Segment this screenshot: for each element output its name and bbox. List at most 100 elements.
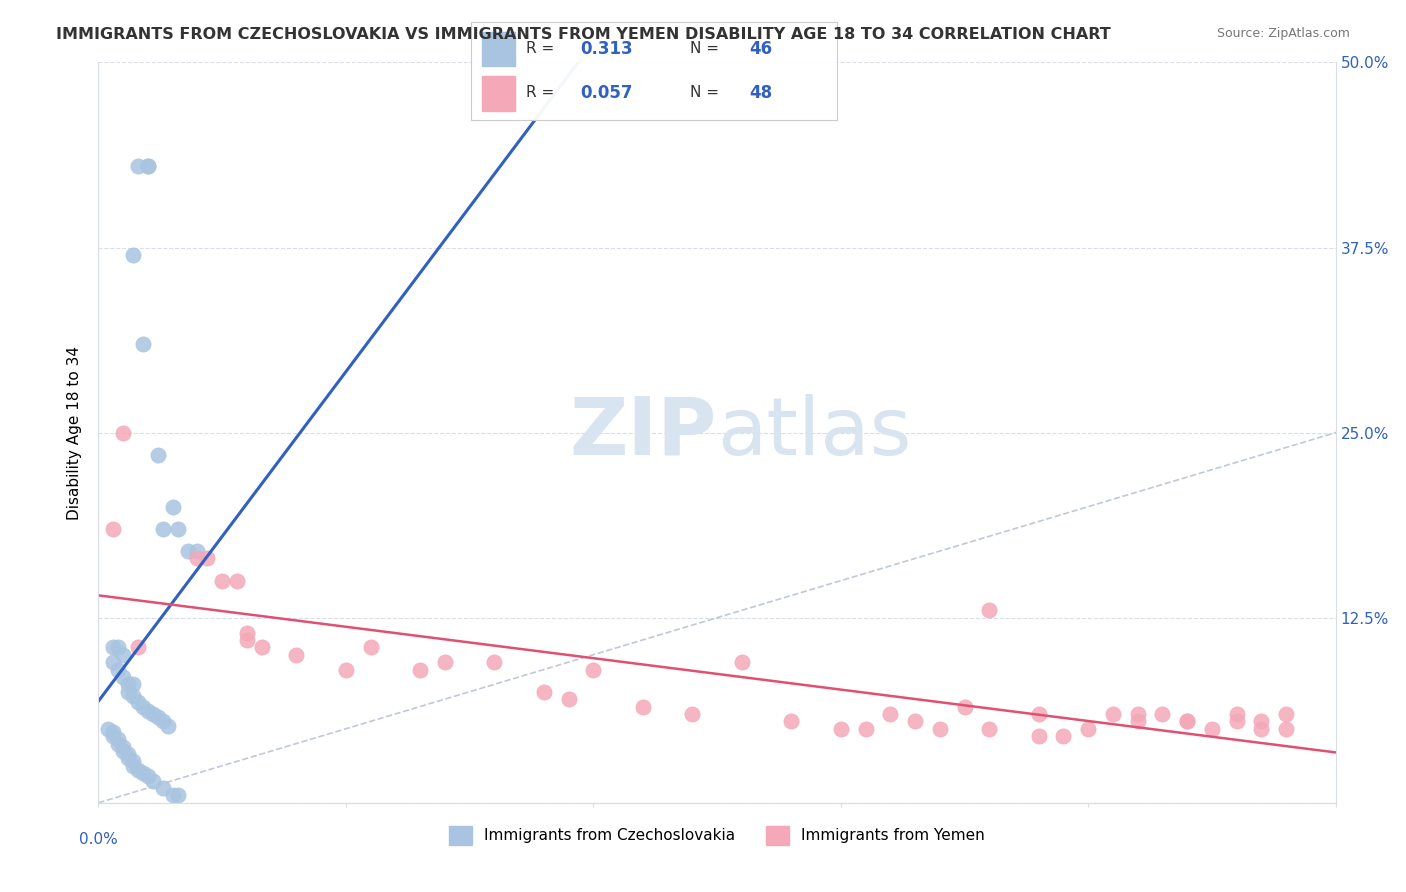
Point	[1175, 714, 1198, 729]
Point	[117, 677, 139, 691]
Point	[1175, 714, 1198, 729]
Point	[360, 640, 382, 655]
Point	[226, 574, 249, 588]
Point	[830, 722, 852, 736]
Point	[1126, 714, 1149, 729]
Point	[1250, 722, 1272, 736]
Point	[152, 780, 174, 795]
Point	[953, 699, 976, 714]
Point	[904, 714, 927, 729]
Text: Source: ZipAtlas.com: Source: ZipAtlas.com	[1216, 27, 1350, 40]
Point	[132, 699, 155, 714]
Point	[1052, 729, 1074, 743]
Point	[122, 689, 145, 703]
Point	[136, 769, 159, 783]
Point	[127, 695, 149, 709]
Point	[335, 663, 357, 677]
Point	[533, 685, 555, 699]
Point	[103, 724, 125, 739]
Text: 0.313: 0.313	[581, 40, 633, 58]
Point	[97, 722, 120, 736]
Point	[122, 677, 145, 691]
Point	[1028, 706, 1050, 721]
Text: N =: N =	[690, 86, 724, 101]
Point	[681, 706, 703, 721]
Point	[107, 663, 129, 677]
Point	[136, 159, 159, 173]
Point	[433, 655, 456, 669]
Point	[928, 722, 950, 736]
Point	[103, 655, 125, 669]
Point	[142, 706, 165, 721]
Point	[1275, 722, 1298, 736]
Text: 0.0%: 0.0%	[79, 832, 118, 847]
Point	[1126, 706, 1149, 721]
Point	[127, 640, 149, 655]
Text: 46: 46	[749, 40, 772, 58]
Point	[156, 719, 179, 733]
Point	[1226, 714, 1249, 729]
Point	[112, 739, 135, 754]
Legend: Immigrants from Czechoslovakia, Immigrants from Yemen: Immigrants from Czechoslovakia, Immigran…	[443, 820, 991, 851]
Point	[112, 744, 135, 758]
Point	[409, 663, 432, 677]
Text: IMMIGRANTS FROM CZECHOSLOVAKIA VS IMMIGRANTS FROM YEMEN DISABILITY AGE 18 TO 34 : IMMIGRANTS FROM CZECHOSLOVAKIA VS IMMIGR…	[56, 27, 1111, 42]
Point	[152, 522, 174, 536]
Point	[186, 544, 208, 558]
Point	[142, 773, 165, 788]
Point	[162, 789, 184, 803]
Point	[1102, 706, 1125, 721]
Point	[122, 248, 145, 262]
Point	[250, 640, 273, 655]
Point	[103, 522, 125, 536]
Point	[855, 722, 877, 736]
Point	[117, 685, 139, 699]
Point	[112, 648, 135, 662]
Point	[979, 722, 1001, 736]
Point	[136, 704, 159, 718]
Point	[1201, 722, 1223, 736]
Point	[1250, 714, 1272, 729]
Point	[122, 758, 145, 772]
Point	[1077, 722, 1099, 736]
Point	[117, 751, 139, 765]
Point	[146, 448, 169, 462]
Point	[107, 640, 129, 655]
Point	[132, 766, 155, 780]
Text: 48: 48	[749, 84, 772, 102]
Point	[136, 159, 159, 173]
Point	[780, 714, 803, 729]
Point	[557, 692, 579, 706]
Point	[103, 640, 125, 655]
Text: atlas: atlas	[717, 393, 911, 472]
Y-axis label: Disability Age 18 to 34: Disability Age 18 to 34	[67, 345, 83, 520]
Text: R =: R =	[526, 86, 560, 101]
Text: R =: R =	[526, 41, 560, 56]
Point	[107, 737, 129, 751]
Point	[186, 551, 208, 566]
Point	[152, 714, 174, 729]
Point	[236, 625, 259, 640]
Point	[979, 603, 1001, 617]
Point	[1275, 706, 1298, 721]
Point	[211, 574, 233, 588]
Point	[127, 763, 149, 777]
Point	[879, 706, 901, 721]
Text: ZIP: ZIP	[569, 393, 717, 472]
Point	[731, 655, 754, 669]
Point	[631, 699, 654, 714]
Text: 0.057: 0.057	[581, 84, 633, 102]
Point	[166, 789, 188, 803]
Point	[122, 755, 145, 769]
Point	[146, 710, 169, 724]
Bar	[482, 32, 515, 67]
Point	[112, 425, 135, 440]
Point	[195, 551, 218, 566]
Point	[107, 732, 129, 747]
Point	[1152, 706, 1174, 721]
Point	[112, 670, 135, 684]
Point	[484, 655, 506, 669]
Point	[127, 159, 149, 173]
Point	[162, 500, 184, 514]
Point	[132, 336, 155, 351]
